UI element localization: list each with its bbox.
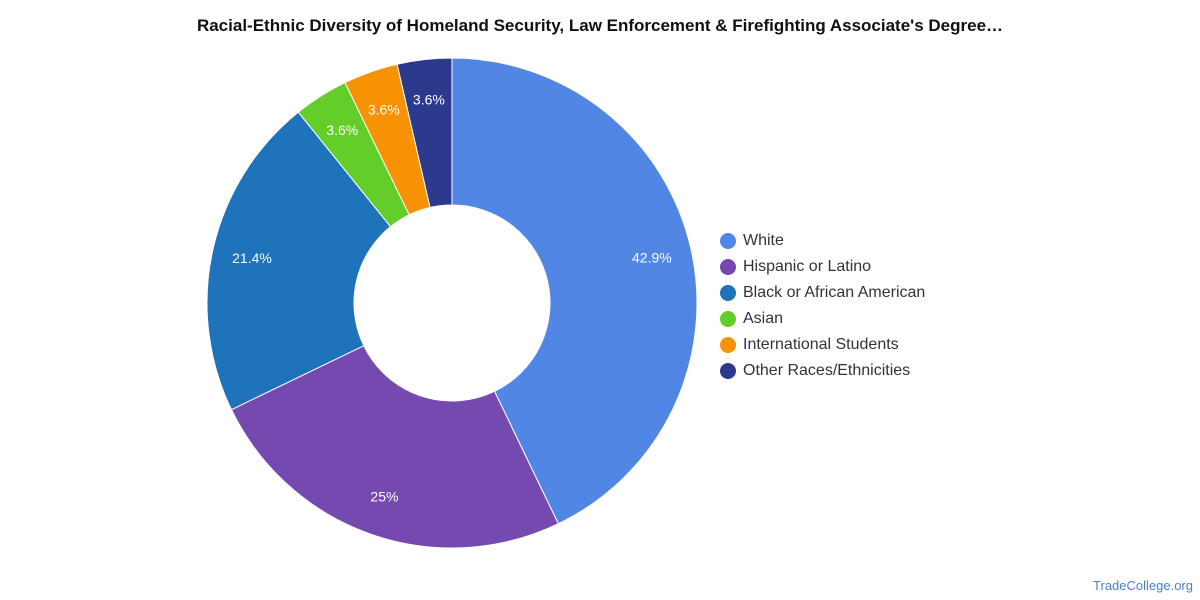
legend-swatch	[720, 259, 736, 275]
legend-label: International Students	[743, 336, 899, 353]
legend-item[interactable]: Other Races/Ethnicities	[720, 358, 925, 384]
legend-label: White	[743, 232, 784, 249]
slice-label: 25%	[370, 489, 398, 505]
legend-label: Hispanic or Latino	[743, 258, 872, 275]
legend-label: Other Races/Ethnicities	[743, 362, 911, 379]
donut-slices	[206, 57, 698, 549]
legend-swatch	[720, 363, 736, 379]
slice-white[interactable]	[451, 57, 698, 525]
legend-item[interactable]: White	[720, 228, 925, 254]
legend-item[interactable]: Black or African American	[720, 280, 925, 306]
legend-item[interactable]: Hispanic or Latino	[720, 254, 925, 280]
slice-label: 21.4%	[232, 250, 272, 266]
slice-other-races-ethnicities[interactable]	[396, 57, 453, 209]
legend-item[interactable]: International Students	[720, 332, 925, 358]
slice-label: 42.9%	[632, 249, 672, 265]
chart-legend: White Hispanic or Latino Black or African …	[720, 228, 925, 384]
slice-label: 3.6%	[368, 102, 400, 118]
legend-swatch	[720, 233, 736, 249]
slice-label: 3.6%	[413, 91, 445, 107]
slice-hispanic-or-latino[interactable]	[230, 344, 559, 549]
donut-slice-labels: 42.9% 25% 21.4% 3.6% 3.6% 3.6%	[232, 91, 672, 504]
legend-swatch	[720, 337, 736, 353]
legend-swatch	[720, 285, 736, 301]
slice-black-or-african-american[interactable]	[206, 111, 392, 411]
chart-title: Racial-Ethnic Diversity of Homeland Secu…	[196, 16, 1004, 35]
legend-label: Asian	[743, 310, 784, 327]
legend-item[interactable]: Asian	[720, 306, 925, 332]
source-watermark[interactable]: TradeCollege.org	[1093, 578, 1193, 593]
legend-label: Black or African American	[743, 284, 926, 301]
slice-label: 3.6%	[326, 122, 358, 138]
legend-swatch	[720, 311, 736, 327]
